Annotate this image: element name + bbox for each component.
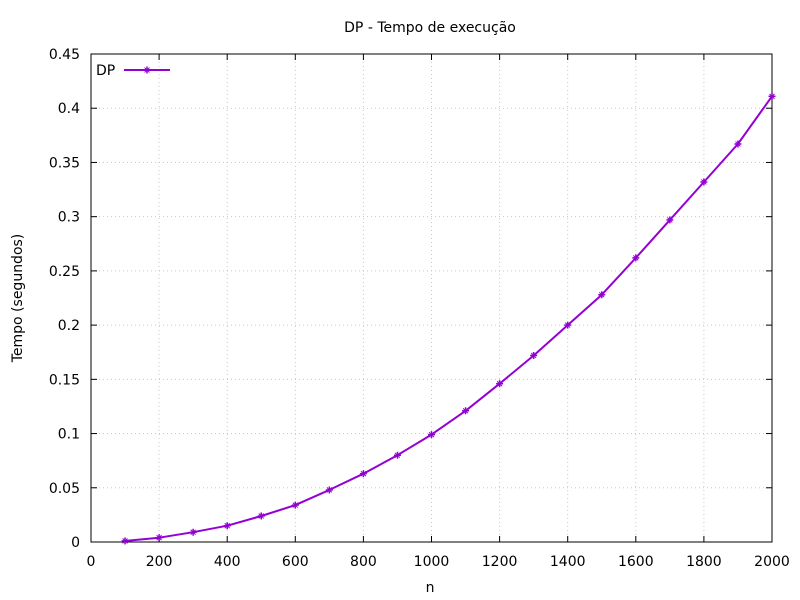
data-point (530, 351, 538, 359)
y-tick-label: 0 (71, 535, 80, 551)
x-tick-label: 200 (146, 554, 173, 570)
data-point (768, 92, 776, 100)
x-tick-label: 1600 (618, 554, 654, 570)
data-point (428, 431, 435, 439)
x-tick-label: 400 (214, 554, 241, 570)
data-point (155, 534, 163, 542)
x-tick-label: 1200 (482, 554, 518, 570)
x-tick-label: 2000 (754, 554, 790, 570)
data-point (462, 407, 470, 415)
x-tick-label: 1400 (550, 554, 586, 570)
data-point (291, 501, 299, 509)
series-layer (121, 92, 776, 545)
y-axis-label: Tempo (segundos) (10, 234, 26, 364)
data-point (564, 321, 572, 329)
y-tick-label: 0.4 (58, 101, 80, 117)
legend-entry-label: DP (96, 63, 115, 79)
data-point (189, 528, 197, 536)
data-point (496, 380, 504, 388)
y-tick-label: 0.2 (58, 318, 80, 334)
x-tick-label: 1800 (686, 554, 722, 570)
y-tick-label: 0.35 (49, 155, 80, 171)
legend: DP (96, 63, 170, 79)
chart-title: DP - Tempo de execução (344, 20, 516, 36)
data-point (700, 178, 708, 186)
axis-ticks: 0 200 400 600 800 1000 1200 1400 1600 1800 2000 0 0.… (49, 47, 790, 570)
y-tick-label: 0.05 (49, 481, 80, 497)
y-tick-label: 0.1 (58, 427, 80, 443)
data-point (632, 254, 640, 262)
y-tick-label: 0.3 (58, 210, 80, 226)
data-point (223, 522, 231, 530)
data-point (734, 140, 742, 148)
y-tick-label: 0.15 (49, 372, 80, 388)
x-tick-label: 800 (350, 554, 377, 570)
y-tick-label: 0.45 (49, 47, 80, 63)
data-point (666, 216, 674, 224)
data-point (121, 537, 129, 545)
x-axis-label: n (426, 580, 435, 596)
data-point (325, 486, 333, 494)
y-tick-label: 0.25 (49, 264, 80, 280)
legend-entry-marker (143, 66, 151, 74)
data-point (359, 470, 367, 478)
data-point (393, 451, 401, 459)
x-tick-label: 0 (87, 554, 96, 570)
x-tick-label: 1000 (414, 554, 450, 570)
grid (91, 54, 772, 542)
series-line-dp (125, 95, 773, 542)
legend-marker-glyph (143, 66, 151, 74)
data-point (257, 512, 265, 520)
data-point (598, 291, 606, 299)
x-tick-label: 600 (282, 554, 309, 570)
